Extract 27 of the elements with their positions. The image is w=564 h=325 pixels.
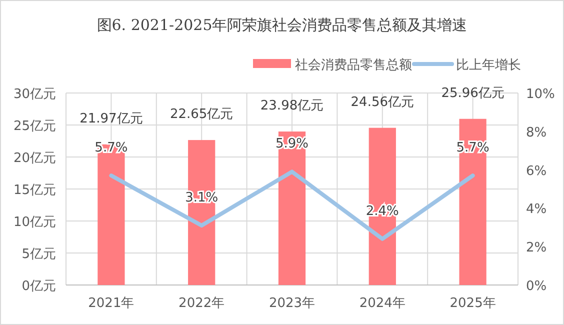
x-tick-label: 2023年 bbox=[268, 296, 316, 311]
y2-tick-label: 6% bbox=[526, 164, 547, 179]
y2-tick-label: 4% bbox=[526, 202, 547, 218]
y2-tick-label: 2% bbox=[526, 240, 547, 256]
y2-tick-label: 0% bbox=[526, 279, 547, 294]
legend-label: 社会消费品零售总额 bbox=[295, 58, 412, 73]
data-label: 22.65亿元 bbox=[170, 107, 234, 122]
y-tick-label: 5亿元 bbox=[22, 247, 56, 262]
x-tick-label: 2024年 bbox=[359, 296, 406, 311]
y-tick-label: 0亿元 bbox=[22, 279, 56, 294]
data-label: 21.97亿元 bbox=[80, 111, 143, 126]
legend-label: 比上年增长 bbox=[456, 58, 521, 73]
y-tick-label: 25亿元 bbox=[13, 119, 56, 134]
y-tick-label: 10亿元 bbox=[13, 215, 56, 230]
y-tick-label: 15亿元 bbox=[13, 183, 56, 198]
x-tick-label: 2025年 bbox=[450, 296, 496, 311]
y2-tick-label: 8% bbox=[526, 125, 547, 140]
x-tick-label: 2021年 bbox=[88, 296, 134, 311]
y2-tick-label: 10% bbox=[526, 87, 555, 102]
data-label: 24.56亿元 bbox=[350, 94, 414, 110]
line-series bbox=[109, 170, 475, 241]
chart-title: 图6. 2021-2025年阿荣旗社会消费品零售总额及其增速 bbox=[96, 16, 468, 34]
y-tick-label: 20亿元 bbox=[13, 151, 56, 166]
y-tick-label: 30亿元 bbox=[13, 87, 56, 102]
data-label: 23.98亿元 bbox=[260, 98, 324, 114]
x-tick-label: 2022年 bbox=[178, 296, 225, 311]
data-label: 25.96亿元 bbox=[441, 86, 504, 101]
